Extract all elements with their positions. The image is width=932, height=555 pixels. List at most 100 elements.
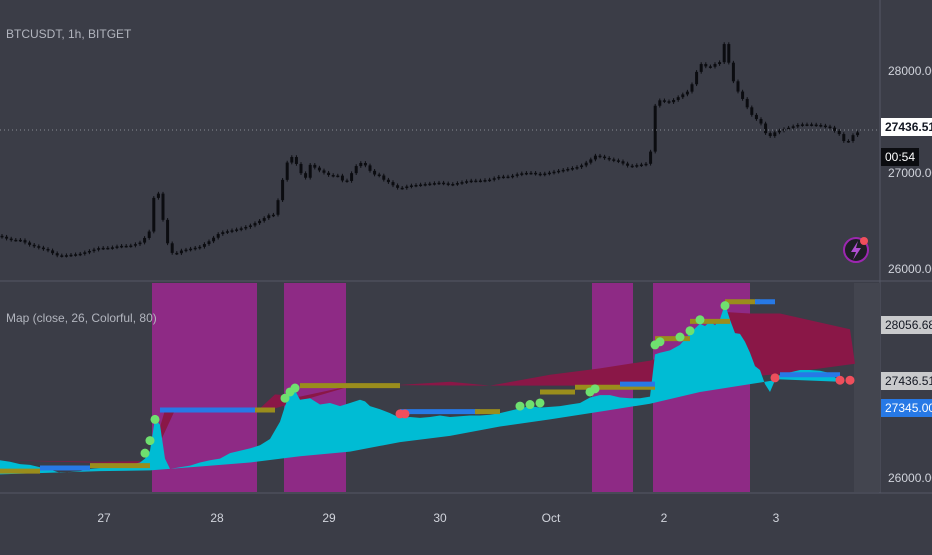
candle-body: [851, 135, 855, 141]
green-signal-dot: [655, 337, 665, 347]
candle-body: [373, 170, 377, 175]
candle-body: [184, 249, 188, 252]
candle-body: [419, 184, 423, 187]
candle-body: [391, 182, 395, 186]
price-axis-label: 28000.00: [888, 64, 932, 78]
main-pane-legend[interactable]: BTCUSDT, 1h, BITGET: [6, 27, 132, 41]
candle-body: [313, 164, 317, 168]
candle-body: [575, 167, 579, 169]
countdown-tag: 00:54: [881, 148, 920, 166]
candle-body: [561, 169, 565, 172]
candle-body: [731, 62, 735, 82]
candle-body: [492, 178, 496, 180]
indicator-pane-legend[interactable]: Map (close, 26, Colorful, 80): [6, 311, 157, 325]
price-axis-label: 26000.00: [888, 262, 932, 276]
candle-body: [41, 247, 45, 250]
candle-body: [212, 237, 216, 242]
red-signal-dot: [835, 375, 845, 385]
candle-body: [143, 237, 147, 243]
candle-body: [681, 94, 685, 98]
candle-body: [161, 193, 165, 220]
candle-body: [9, 238, 13, 241]
candle-body: [207, 241, 211, 245]
time-axis-label: 2: [660, 511, 668, 525]
candle-body: [28, 242, 32, 245]
background-zone: [854, 283, 880, 492]
candle-body: [520, 173, 524, 175]
candle-body: [460, 182, 464, 184]
candle-body: [727, 44, 731, 63]
red-signal-dot: [400, 409, 410, 419]
candle-body: [842, 134, 846, 142]
candle-body: [777, 130, 781, 133]
candle-body: [377, 174, 381, 177]
candle-body: [805, 124, 809, 126]
candle-body: [166, 219, 170, 244]
lightning-alert-icon[interactable]: [843, 237, 869, 263]
candle-body: [534, 172, 538, 175]
candle-body: [856, 132, 860, 136]
price-axis-label: 27000.00: [888, 166, 932, 180]
candle-body: [685, 91, 689, 95]
candle-body: [129, 245, 133, 248]
candle-body: [359, 162, 363, 167]
candle-body: [221, 232, 225, 235]
candle-body: [552, 171, 556, 174]
candle-body: [722, 44, 726, 63]
candle-body: [340, 175, 344, 181]
candle-body: [833, 127, 837, 131]
time-axis-label: 30: [433, 511, 447, 525]
candle-body: [810, 124, 814, 126]
candle-body: [442, 182, 446, 185]
green-signal-dot: [145, 436, 155, 446]
indicator-value-tag: 27436.51: [881, 372, 932, 390]
candle-body: [423, 184, 427, 186]
candle-body: [405, 186, 409, 189]
candle-body: [170, 243, 174, 253]
time-axis-label: 3: [772, 511, 780, 525]
green-signal-dot: [720, 301, 730, 311]
crimson-band: [0, 311, 855, 465]
candle-body: [64, 255, 68, 257]
green-signal-dot: [515, 401, 525, 411]
indicator-value-tag: 27345.00: [881, 399, 932, 417]
candle-body: [331, 175, 335, 177]
green-signal-dot: [280, 393, 290, 403]
candle-body: [267, 215, 271, 219]
candle-body: [69, 254, 73, 257]
candle-body: [414, 185, 418, 187]
candle-body: [189, 248, 193, 251]
candle-body: [51, 250, 55, 254]
candle-body: [336, 175, 340, 178]
candle-body: [216, 234, 220, 238]
cyan-area: [0, 304, 840, 475]
candle-body: [754, 114, 758, 120]
green-signal-dot: [290, 383, 300, 393]
candle-body: [262, 218, 266, 221]
candle-body: [175, 252, 179, 255]
candle-body: [304, 173, 308, 178]
candle-body: [437, 182, 441, 185]
candle-body: [695, 71, 699, 85]
candle-body: [299, 163, 303, 174]
indicator-value-tag: 28056.68: [881, 316, 932, 334]
candle-body: [60, 255, 64, 257]
candle-body: [718, 62, 722, 65]
candle-body: [846, 140, 850, 143]
candle-body: [690, 84, 694, 92]
candle-body: [428, 183, 432, 186]
candle-body: [603, 156, 607, 159]
candle-body: [97, 248, 101, 250]
candle-body: [32, 244, 36, 247]
candle-body: [235, 229, 239, 231]
candle-body: [557, 170, 561, 173]
green-signal-dot: [695, 315, 705, 325]
last-price-tag: 27436.51: [881, 118, 932, 136]
candle-body: [750, 107, 754, 115]
candle-body: [676, 97, 680, 100]
candle-body: [18, 239, 22, 242]
green-signal-dot: [685, 326, 695, 336]
candle-body: [662, 100, 666, 102]
